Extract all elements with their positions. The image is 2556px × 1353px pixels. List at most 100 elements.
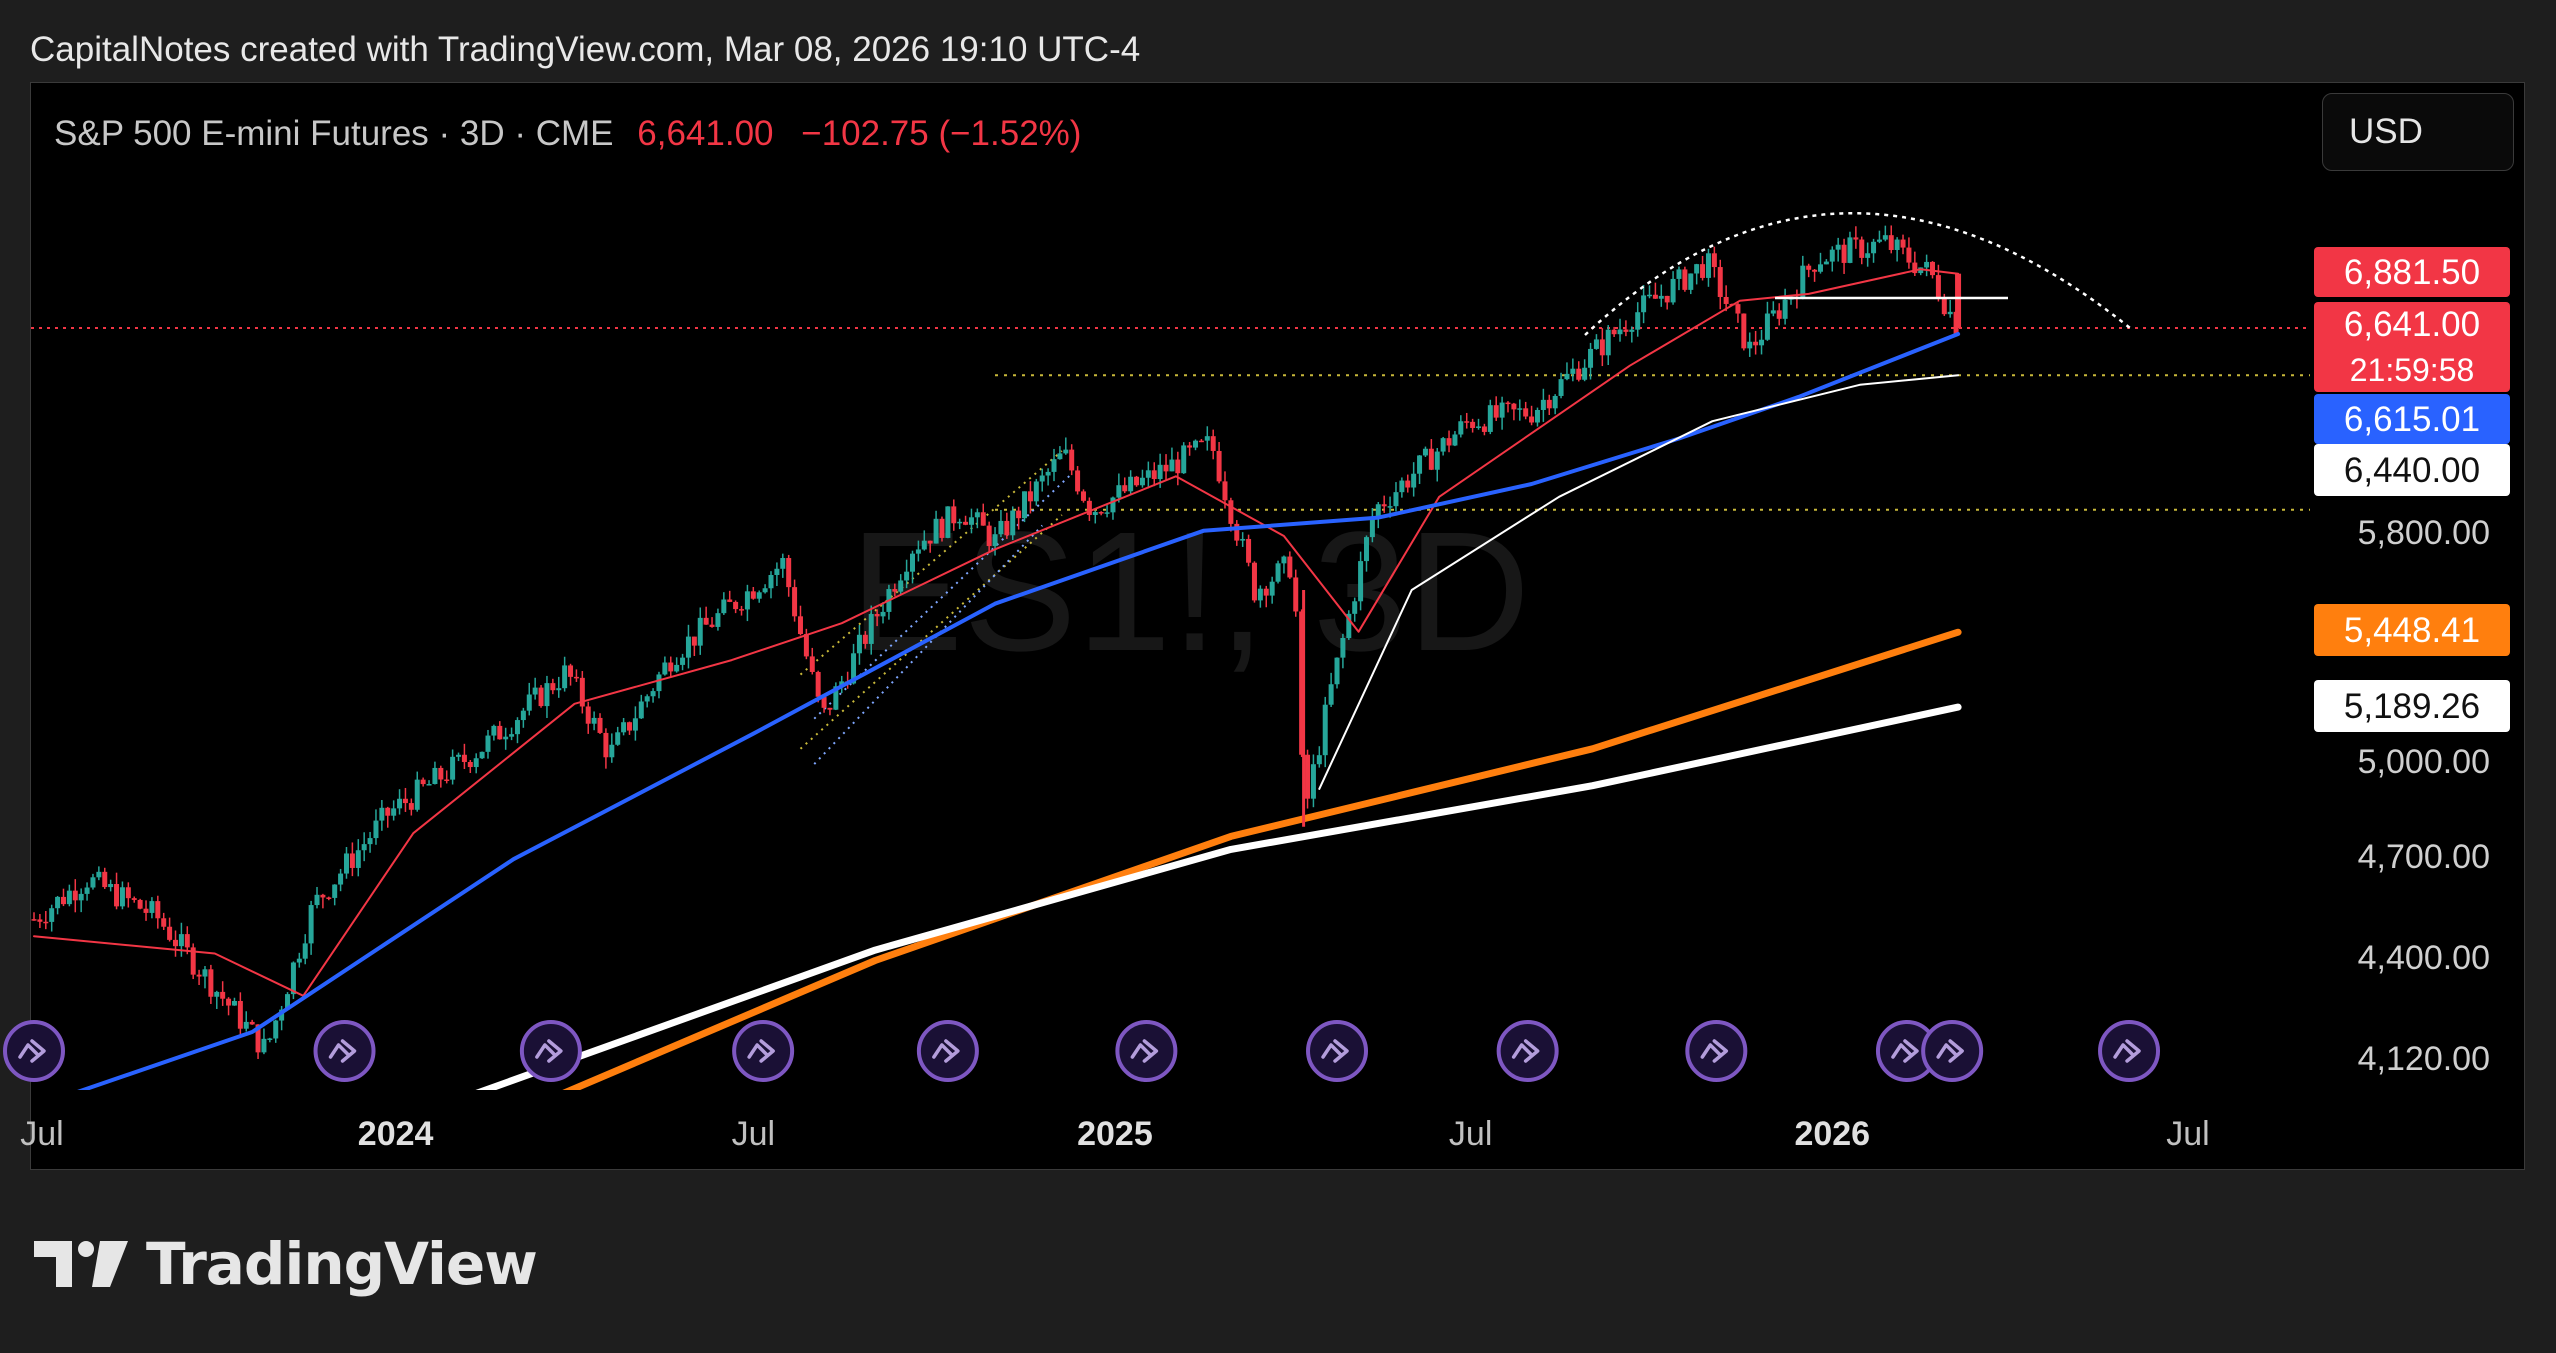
candle[interactable]	[1346, 610, 1352, 640]
candle[interactable]	[1664, 295, 1670, 310]
candle[interactable]	[1051, 448, 1057, 482]
candle[interactable]	[137, 898, 143, 910]
candle[interactable]	[1481, 423, 1487, 436]
candle[interactable]	[1700, 255, 1706, 281]
candle[interactable]	[296, 952, 302, 968]
candle[interactable]	[173, 930, 179, 957]
candle[interactable]	[1063, 437, 1069, 455]
candle[interactable]	[1529, 405, 1535, 426]
candle[interactable]	[786, 554, 792, 597]
candle[interactable]	[1641, 284, 1647, 324]
candle[interactable]	[1417, 455, 1423, 484]
candle[interactable]	[1499, 396, 1505, 430]
candles[interactable]	[31, 225, 1959, 1059]
candle[interactable]	[226, 997, 232, 1016]
candle[interactable]	[992, 527, 998, 556]
event-marker-icon[interactable]	[1685, 1020, 1748, 1082]
candle[interactable]	[1888, 225, 1894, 254]
candle[interactable]	[1470, 418, 1476, 433]
event-marker-icon[interactable]	[3, 1020, 65, 1082]
candle[interactable]	[1193, 439, 1199, 451]
candle[interactable]	[986, 521, 992, 553]
price-label[interactable]: 6,440.00	[2314, 444, 2510, 496]
candle[interactable]	[385, 806, 391, 828]
candle[interactable]	[485, 729, 491, 759]
candle[interactable]	[1228, 497, 1234, 532]
candle[interactable]	[1806, 263, 1812, 278]
candle[interactable]	[880, 602, 886, 624]
candle[interactable]	[249, 1019, 255, 1025]
candle[interactable]	[1275, 560, 1281, 584]
price-label[interactable]: 6,641.00	[2344, 305, 2480, 344]
channel-line-1[interactable]	[799, 514, 1063, 750]
candle[interactable]	[1558, 372, 1564, 399]
event-marker-icon[interactable]	[1875, 1020, 1938, 1082]
candle[interactable]	[1328, 672, 1334, 707]
candle[interactable]	[1104, 505, 1110, 518]
candle[interactable]	[184, 926, 190, 955]
candle[interactable]	[1812, 269, 1818, 282]
event-marker-icon[interactable]	[519, 1020, 582, 1082]
candle[interactable]	[1134, 475, 1140, 487]
candle[interactable]	[420, 777, 426, 787]
candle[interactable]	[904, 559, 910, 589]
candle[interactable]	[1753, 330, 1759, 355]
candle[interactable]	[503, 727, 509, 750]
candle[interactable]	[827, 707, 833, 716]
candle[interactable]	[1322, 696, 1328, 768]
ma-white-thin-line[interactable]	[1318, 374, 1960, 790]
price-label[interactable]: 5,189.26	[2314, 680, 2510, 732]
candle[interactable]	[520, 707, 526, 728]
candle[interactable]	[1623, 320, 1629, 337]
candle[interactable]	[809, 647, 815, 675]
candle[interactable]	[833, 682, 839, 711]
candle[interactable]	[273, 1019, 279, 1043]
candle[interactable]	[927, 540, 933, 553]
price-label[interactable]: 6,881.50	[2314, 247, 2510, 297]
candle[interactable]	[915, 540, 921, 562]
candle[interactable]	[1511, 402, 1517, 421]
candle[interactable]	[727, 590, 733, 603]
candle[interactable]	[1022, 491, 1028, 523]
candle[interactable]	[668, 656, 674, 678]
event-marker-icon[interactable]	[1496, 1020, 1559, 1082]
candle[interactable]	[762, 584, 768, 594]
price-label[interactable]: 6,615.01	[2314, 394, 2510, 444]
candle[interactable]	[1688, 273, 1694, 295]
candle[interactable]	[1924, 254, 1930, 277]
candle[interactable]	[408, 798, 414, 816]
candle[interactable]	[1016, 506, 1022, 530]
candle[interactable]	[1735, 301, 1741, 323]
rounding-top-arc[interactable]	[1584, 212, 2131, 336]
candle[interactable]	[214, 990, 220, 1009]
candle[interactable]	[1605, 325, 1611, 365]
candle[interactable]	[1393, 482, 1399, 512]
candle[interactable]	[231, 997, 237, 1006]
candle[interactable]	[1770, 301, 1776, 317]
candle[interactable]	[1163, 454, 1169, 481]
candle[interactable]	[267, 1037, 273, 1043]
candle[interactable]	[461, 743, 467, 769]
candle[interactable]	[1287, 551, 1293, 579]
candle[interactable]	[1576, 361, 1582, 382]
candle[interactable]	[402, 787, 408, 812]
event-marker-icon[interactable]	[1306, 1020, 1369, 1082]
candle[interactable]	[314, 886, 320, 909]
ma-blue-line[interactable]	[34, 332, 1961, 1107]
candle[interactable]	[768, 571, 774, 599]
candle[interactable]	[237, 992, 243, 1038]
candle[interactable]	[96, 866, 102, 881]
price-label[interactable]: 5,448.41	[2314, 604, 2510, 656]
candle[interactable]	[1251, 561, 1257, 603]
candle[interactable]	[1487, 399, 1493, 435]
event-marker-icon[interactable]	[916, 1020, 979, 1082]
candle[interactable]	[467, 759, 473, 774]
candle[interactable]	[1334, 657, 1340, 689]
candle[interactable]	[167, 917, 173, 942]
candle[interactable]	[715, 608, 721, 631]
candle[interactable]	[1871, 238, 1877, 263]
candle[interactable]	[1658, 284, 1664, 307]
candle[interactable]	[1458, 415, 1464, 438]
candle[interactable]	[780, 553, 786, 578]
candle[interactable]	[72, 879, 78, 913]
